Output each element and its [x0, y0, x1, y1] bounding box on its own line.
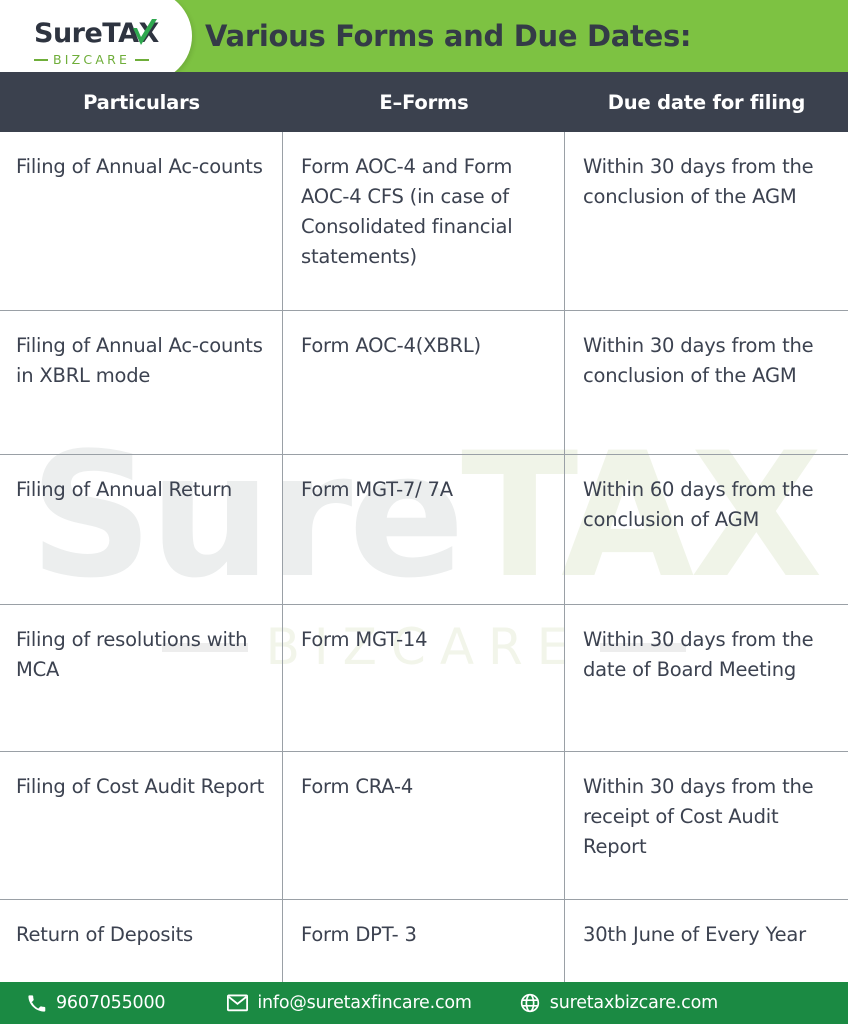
- page-title: Various Forms and Due Dates:: [205, 19, 692, 53]
- cell-due-date: Within 30 days from the conclusion of th…: [583, 155, 814, 208]
- cell-due-date: Within 60 days from the conclusion of AG…: [583, 478, 814, 531]
- logo-word-primary: Sure: [34, 18, 103, 49]
- cell-eforms: Form MGT-7/ 7A: [283, 455, 565, 604]
- footer-website[interactable]: suretaxbizcare.com: [520, 993, 718, 1014]
- cell-particulars: Return of Deposits: [0, 900, 283, 982]
- cell-particulars: Filing of resolutions with MCA: [0, 605, 283, 751]
- cell-particulars: Filing of Annual Ac-counts in XBRL mode: [0, 311, 283, 454]
- cell-due-date: Within 30 days from the receipt of Cost …: [583, 775, 814, 858]
- cell-due-date: Within 30 days from the conclusion of th…: [583, 334, 814, 387]
- check-icon: [130, 17, 160, 49]
- brand-logo: SureTAX BIZCARE: [34, 17, 194, 67]
- footer-website-text: suretaxbizcare.com: [549, 993, 718, 1013]
- header-banner: SureTAX BIZCARE Various Forms and Due Da…: [0, 0, 848, 72]
- logo-plate: [0, 0, 192, 72]
- cell-due-date: Within 30 days from the date of Board Me…: [583, 628, 814, 681]
- table-row: Filing of resolutions with MCA Form MGT-…: [0, 605, 848, 752]
- table-row: Filing of Annual Return Form MGT-7/ 7A W…: [0, 455, 848, 605]
- footer-email-text: info@suretaxfincare.com: [257, 993, 472, 1013]
- cell-eforms: Form MGT-14: [283, 605, 565, 751]
- logo-dash-left: [34, 58, 48, 61]
- logo-tagline: BIZCARE: [53, 52, 131, 67]
- footer-phone-text: 9607055000: [56, 993, 166, 1013]
- logo-wordmark: SureTAX: [34, 17, 194, 49]
- table-row: Filing of Annual Ac-counts Form AOC-4 an…: [0, 132, 848, 311]
- table-row: Return of Deposits Form DPT- 3 30th June…: [0, 900, 848, 982]
- table-row: Filing of Annual Ac-counts in XBRL mode …: [0, 311, 848, 455]
- envelope-icon: [227, 993, 249, 1014]
- footer-phone[interactable]: 9607055000: [26, 993, 166, 1014]
- cell-eforms: Form AOC-4 and Form AOC-4 CFS (in case o…: [283, 132, 565, 310]
- globe-icon: [520, 993, 541, 1014]
- column-header-eforms: E–Forms: [379, 90, 469, 114]
- forms-due-dates-table: Particulars E–Forms Due date for filing …: [0, 72, 848, 982]
- logo-tagline-row: BIZCARE: [34, 52, 194, 67]
- cell-eforms: Form CRA-4: [283, 752, 565, 899]
- cell-particulars: Filing of Annual Return: [0, 455, 283, 604]
- column-header-particulars: Particulars: [83, 90, 200, 114]
- cell-eforms: Form DPT- 3: [283, 900, 565, 982]
- cell-eforms: Form AOC-4(XBRL): [283, 311, 565, 454]
- cell-due-date: 30th June of Every Year: [583, 923, 806, 946]
- cell-particulars: Filing of Cost Audit Report: [0, 752, 283, 899]
- contact-footer: 9607055000 info@suretaxfincare.com suret…: [0, 982, 848, 1024]
- phone-icon: [26, 993, 47, 1014]
- cell-particulars: Filing of Annual Ac-counts: [0, 132, 283, 310]
- column-header-due-date: Due date for filing: [607, 90, 806, 114]
- table-header-row: Particulars E–Forms Due date for filing: [0, 72, 848, 132]
- logo-dash-right: [135, 58, 150, 61]
- table-row: Filing of Cost Audit Report Form CRA-4 W…: [0, 752, 848, 900]
- footer-email[interactable]: info@suretaxfincare.com: [227, 993, 472, 1014]
